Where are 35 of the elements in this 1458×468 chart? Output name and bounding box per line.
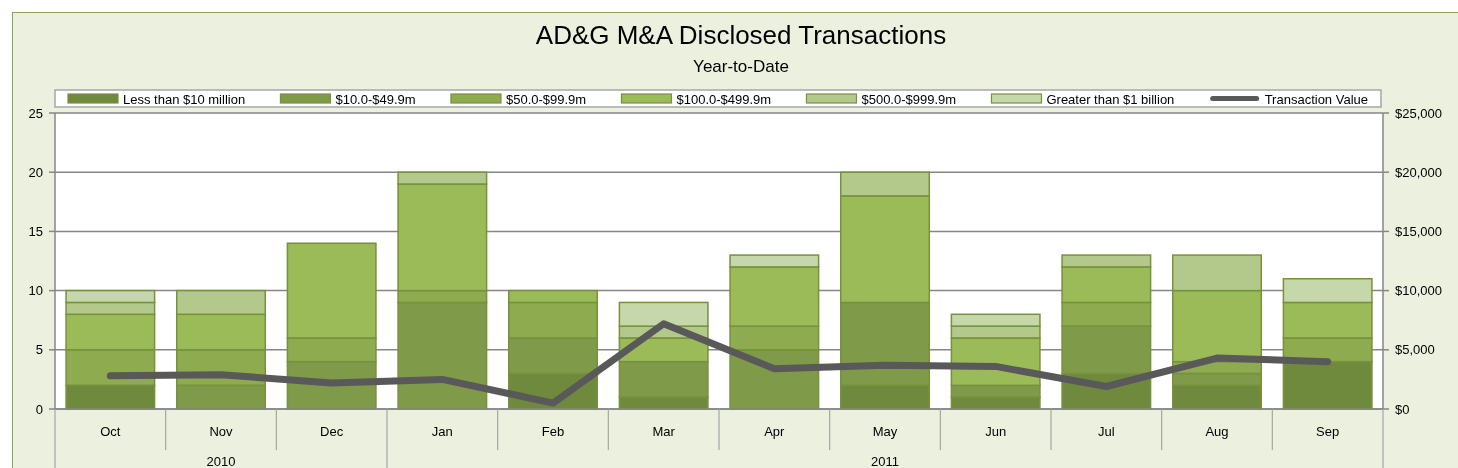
- x-tick-label: Jun: [985, 423, 1007, 439]
- y-tick-label: 5: [35, 342, 43, 358]
- y-tick-label: 10: [28, 283, 43, 299]
- x-tick-label: May: [872, 423, 898, 439]
- chart-title: AD&G M&A Disclosed Transactions: [535, 20, 947, 50]
- x-tick-label: Mar: [652, 423, 676, 439]
- y2-tick-label: $25,000: [1395, 105, 1442, 121]
- x-tick-label: Jul: [1098, 423, 1115, 439]
- y-tick-label: 0: [35, 401, 43, 417]
- y2-tick-label: $20,000: [1395, 164, 1442, 180]
- legend-label: $100.0-$499.9m: [676, 91, 772, 106]
- legend-label: $50.0-$99.9m: [505, 91, 587, 106]
- x-tick-label: Jan: [431, 423, 453, 439]
- y2-tick-label: $15,000: [1395, 223, 1442, 239]
- x-tick-label: Aug: [1205, 423, 1229, 439]
- legend-label: $500.0-$999.9m: [861, 91, 957, 106]
- x-tick-label: Feb: [541, 423, 565, 439]
- y2-tick-label: $0: [1395, 401, 1410, 417]
- chart-subtitle: Year-to-Date: [693, 57, 789, 76]
- x-tick-label: Sep: [1316, 423, 1340, 439]
- y-tick-label: 20: [28, 164, 43, 180]
- legend-label: Transaction Value: [1264, 91, 1369, 106]
- y-tick-label: 15: [28, 223, 43, 239]
- legend-label: Less than $10 million: [123, 91, 246, 106]
- x-tick-label: Nov: [209, 423, 234, 439]
- x-tick-label: Dec: [320, 423, 344, 439]
- text: 2010: [206, 453, 236, 468]
- legend-label: Greater than $1 billion: [1046, 91, 1175, 106]
- text: 2011: [871, 453, 899, 468]
- y2-tick-label: $5,000: [1395, 342, 1435, 358]
- y2-tick-label: $10,000: [1395, 283, 1442, 299]
- x-tick-label: Apr: [764, 423, 786, 439]
- legend-label: $10.0-$49.9m: [335, 91, 416, 106]
- x-tick-label: Oct: [100, 423, 121, 439]
- y-tick-label: 25: [28, 105, 43, 121]
